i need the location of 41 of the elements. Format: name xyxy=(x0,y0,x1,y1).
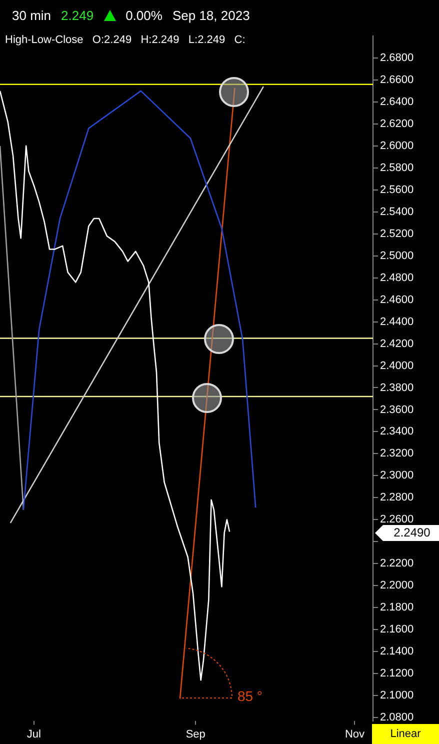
y-tick-label: 2.4400 xyxy=(380,316,414,328)
y-tick-label: 2.1800 xyxy=(380,602,414,614)
text: 2.2490 xyxy=(394,525,431,540)
y-tick-label: 2.2200 xyxy=(380,558,414,570)
y-tick-label: 2.6800 xyxy=(380,52,414,64)
x-tick-label: Jul xyxy=(26,728,41,740)
y-tick-label: 2.5400 xyxy=(380,206,414,218)
y-tick-label: 2.3400 xyxy=(380,426,414,438)
y-tick-label: 2.3200 xyxy=(380,448,414,460)
y-tick-label: 2.5000 xyxy=(380,250,414,262)
annotation: High-Low-Close O:2.249 H:2.249 L:2.249 C: xyxy=(5,34,246,46)
y-tick-label: 2.4600 xyxy=(380,294,414,306)
y-tick-label: 2.5200 xyxy=(380,228,414,240)
x-tick-label: Nov xyxy=(344,728,366,740)
text: 2.249 xyxy=(61,8,94,23)
y-tick-label: 2.5600 xyxy=(380,184,414,196)
y-tick-label: 2.1200 xyxy=(380,668,414,680)
y-tick-label: 2.6400 xyxy=(380,96,414,108)
y-tick-label: 2.6600 xyxy=(380,74,414,86)
x-tick-label: Sep xyxy=(186,728,206,740)
linear-button: Linear xyxy=(372,724,439,744)
text: 0.00% xyxy=(126,8,162,23)
y-tick-label: 2.3000 xyxy=(380,470,414,482)
y-tick-label: 2.1400 xyxy=(380,646,414,658)
y-tick-label: 2.3600 xyxy=(380,404,414,416)
y-tick-label: 2.5800 xyxy=(380,162,414,174)
y-tick-label: 2.6200 xyxy=(380,118,414,130)
annotation: 85 ° xyxy=(237,688,263,704)
y-tick-label: 2.2000 xyxy=(380,580,414,592)
y-tick-label: 2.2600 xyxy=(380,514,414,526)
y-tick-label: 2.2800 xyxy=(380,492,414,504)
chart-title: 30 min xyxy=(12,8,52,23)
y-tick-label: 2.1600 xyxy=(380,624,414,636)
y-tick-label: 2.1000 xyxy=(380,690,414,702)
y-tick-label: 2.4200 xyxy=(380,338,414,350)
y-tick-label: 2.3800 xyxy=(380,382,414,394)
text: Sep 18, 2023 xyxy=(172,8,250,23)
y-tick-label: 2.4800 xyxy=(380,272,414,284)
y-tick-label: 2.0800 xyxy=(380,712,414,724)
y-tick-label: 2.6000 xyxy=(380,140,414,152)
y-tick-label: 2.4000 xyxy=(380,360,414,372)
